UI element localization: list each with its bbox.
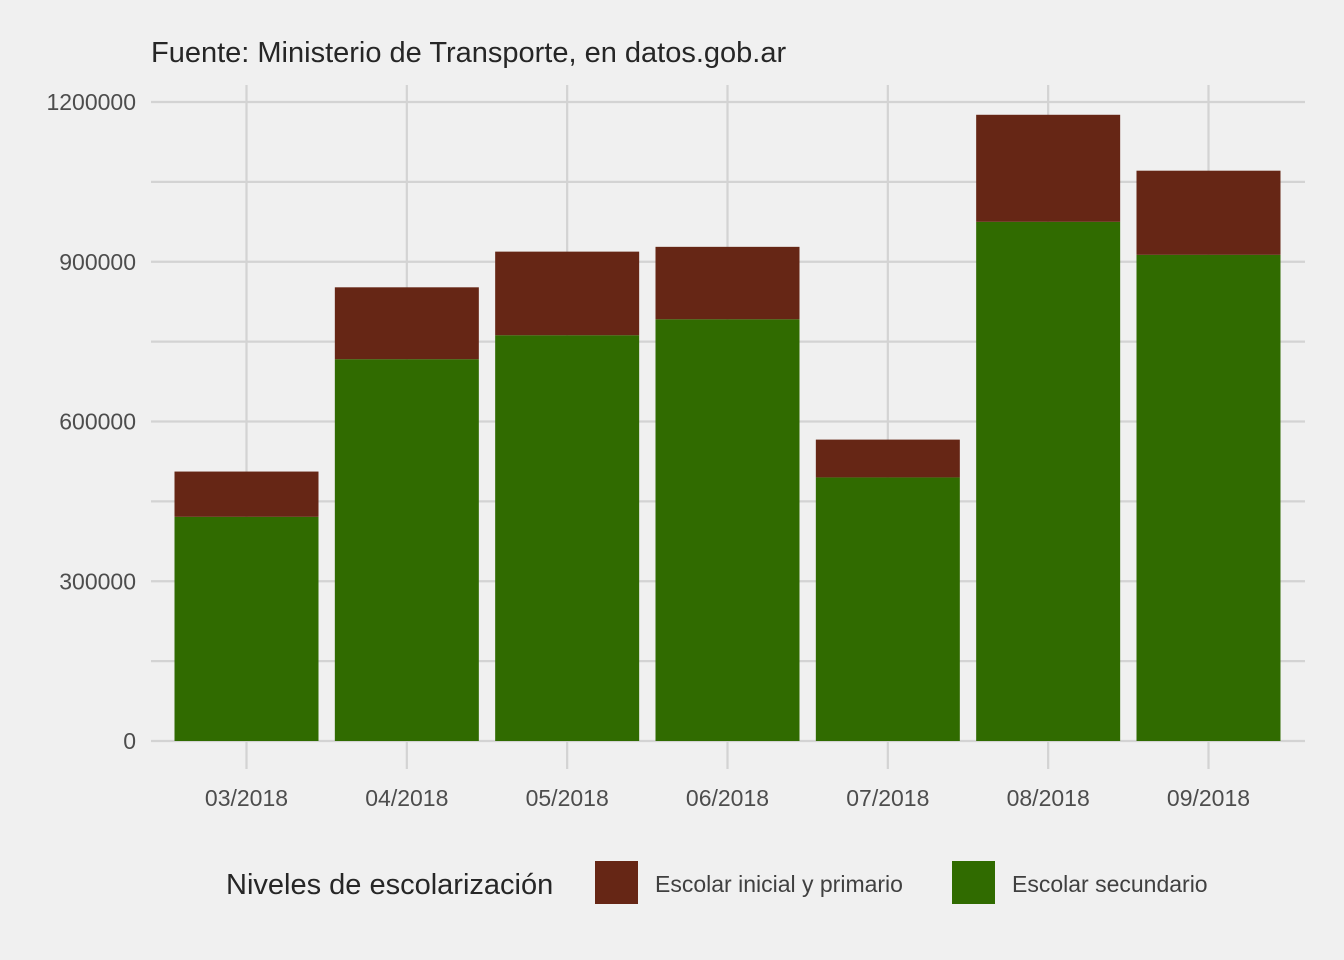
y-tick-label: 900000 — [59, 249, 136, 275]
chart-subtitle: Fuente: Ministerio de Transporte, en dat… — [151, 37, 786, 69]
bar-escolar-inicial-y-primario — [334, 287, 479, 360]
bar-escolar-inicial-y-primario — [655, 246, 800, 320]
legend-title: Niveles de escolarización — [226, 869, 553, 901]
x-tick-label: 06/2018 — [686, 785, 769, 811]
x-axis: 03/2018 04/2018 05/2018 06/2018 07/2018 08/20… — [205, 785, 1250, 811]
bar-escolar-inicial-y-primario — [1136, 170, 1281, 255]
bar-escolar-inicial-y-primario — [174, 471, 319, 517]
bars-layer — [174, 114, 1281, 741]
x-tick-label: 05/2018 — [526, 785, 609, 811]
legend-key — [595, 861, 638, 904]
bar-escolar-inicial-y-primario — [495, 251, 640, 336]
x-tick-label: 09/2018 — [1167, 785, 1250, 811]
y-tick-label: 1200000 — [46, 89, 136, 115]
bar-escolar-secundario — [174, 516, 319, 741]
y-tick-label: 300000 — [59, 568, 136, 594]
bar-escolar-secundario — [976, 221, 1121, 741]
bar-escolar-secundario — [334, 359, 479, 741]
x-tick-label: 08/2018 — [1007, 785, 1090, 811]
legend: Niveles de escolarización Escolar inicia… — [226, 861, 1208, 904]
bar-escolar-secundario — [495, 335, 640, 741]
legend-label: Escolar inicial y primario — [655, 871, 903, 897]
y-axis: 0 300000 600000 900000 1200000 — [46, 89, 136, 754]
y-tick-label: 600000 — [59, 409, 136, 435]
bar-escolar-secundario — [815, 477, 960, 741]
bar-escolar-secundario — [1136, 254, 1281, 741]
y-tick-label: 0 — [123, 728, 136, 754]
x-tick-label: 03/2018 — [205, 785, 288, 811]
bar-escolar-secundario — [655, 319, 800, 741]
x-tick-label: 04/2018 — [365, 785, 448, 811]
legend-label: Escolar secundario — [1012, 871, 1208, 897]
bar-escolar-inicial-y-primario — [815, 439, 960, 478]
bar-escolar-inicial-y-primario — [976, 114, 1121, 222]
legend-key — [952, 861, 995, 904]
x-tick-label: 07/2018 — [846, 785, 929, 811]
